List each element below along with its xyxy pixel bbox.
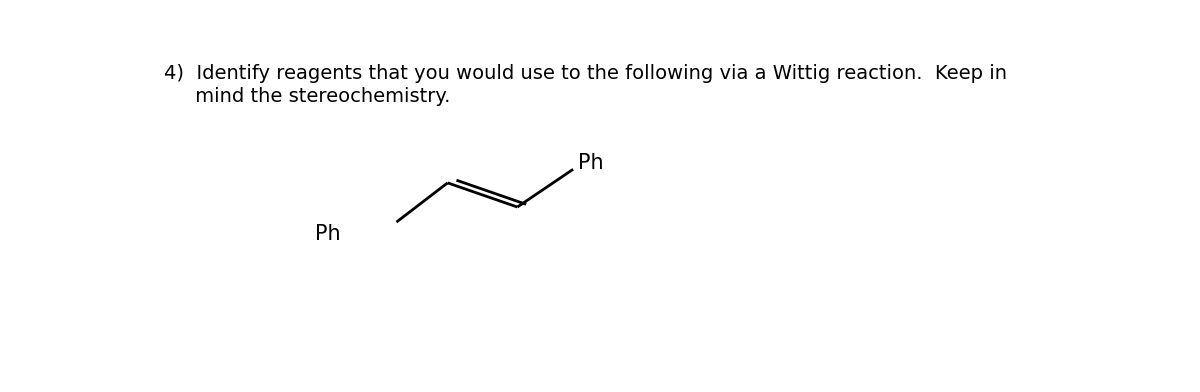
Text: 4)  Identify reagents that you would use to the following via a Wittig reaction.: 4) Identify reagents that you would use … xyxy=(164,64,1007,83)
Text: Ph: Ph xyxy=(578,153,604,173)
Text: mind the stereochemistry.: mind the stereochemistry. xyxy=(164,87,450,106)
Text: Ph: Ph xyxy=(316,224,341,244)
